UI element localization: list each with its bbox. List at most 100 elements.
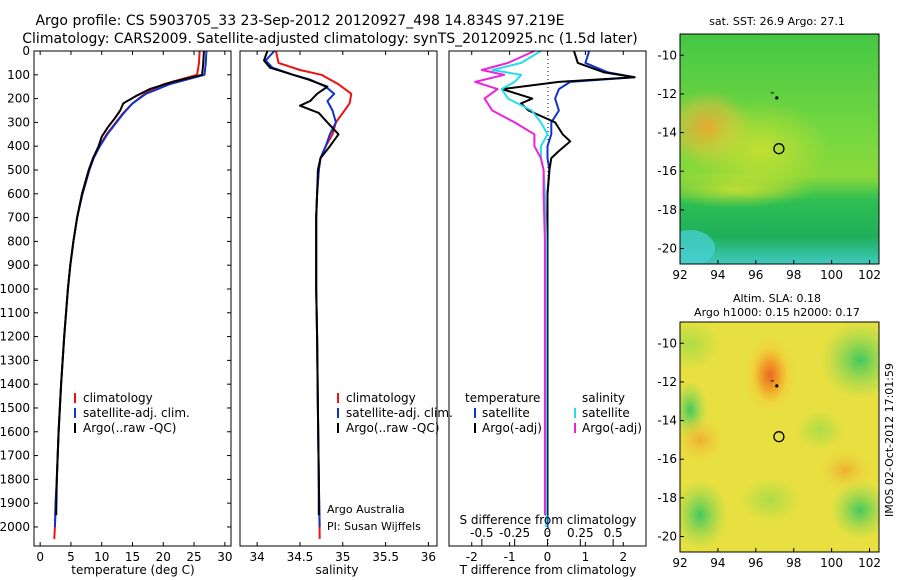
map-x-tick-label: 96 [748,268,763,282]
difference-axes-frame [448,50,647,547]
timestamp-stamp: IMOS 02-Oct-2012 17:01:59 [883,363,896,517]
depth-tick-label: 1500 [0,401,30,415]
legend-label-climatology: climatology [346,391,416,405]
map-x-tick-label: 98 [786,556,801,570]
difference-xlabel: T difference from climatology [459,563,637,577]
x-tick-label: 25 [186,550,201,564]
map-y-tick-label: -12 [657,375,677,389]
map-x-tick-label: 100 [820,268,843,282]
sst-map-frame [679,33,880,265]
figure-title-line1: Argo profile: CS 5903705_33 23-Sep-2012 … [35,13,564,29]
depth-tick-label: 1800 [0,472,30,486]
depth-tick-label: 800 [7,234,30,248]
depth-tick-label: 600 [7,187,30,201]
sst-map-panel: sat. SST: 26.9 Argo: 27.1 92 94 96 98 100 102… [657,15,881,282]
salinity-xlabel: salinity [315,563,358,577]
depth-tick-label: 2000 [0,520,30,534]
sla-green-south [740,478,800,522]
map-y-tick-label: -10 [657,48,677,62]
x-tick-label: 15 [125,550,140,564]
temperature-depth-ticks: 0 100 200 300 400 500 600 700 800 900 1000 1100 1200… [0,44,231,534]
x-tick-label: 20 [156,550,171,564]
x-tick-label: 0 [36,550,44,564]
difference-top-label: S difference from climatology [460,513,637,527]
depth-tick-label: 1400 [0,377,30,391]
previous-position-marker [775,96,779,100]
top-axis-tick-label: -0.25 [499,526,530,540]
map-y-tick-label: -18 [657,491,677,505]
difference-legend: temperature salinity satellite Argo(-adj… [465,391,642,435]
depth-tick-label: 1600 [0,425,30,439]
map-y-tick-label: -16 [657,164,677,178]
sla-map-title-line1: Altim. SLA: 0.18 [733,292,821,305]
x-tick-label: -1 [504,550,516,564]
temperature-xlabel: temperature (deg C) [71,563,194,577]
sst-cool-patch-southwest [680,230,715,264]
temperature-panel: 0100200300400500600700800900100011001200… [0,44,232,577]
sla-hot-eddy [744,335,796,415]
top-axis-tick-label: -0.5 [470,526,493,540]
sla-green-northwest [680,322,720,370]
float-position-marker [773,143,785,155]
depth-tick-label: 1100 [0,306,30,320]
sla-green-east [820,322,879,400]
x-tick-label: 34.5 [287,550,314,564]
top-axis-tick-label: 0.25 [567,526,594,540]
map-x-tick-label: 94 [710,268,725,282]
sla-heatmap-field [680,322,879,552]
depth-tick-label: 500 [7,163,30,177]
legend-label-argo: Argo(..raw -QC) [346,421,439,435]
x-tick-label: 34 [249,550,264,564]
legend-label-temp-satellite: satellite [482,406,530,420]
salinity-panel: 34 34.5 35 35.5 36 salinity climatology sate… [239,50,453,577]
map-x-tick-label: 96 [748,556,763,570]
legend-header-salinity: salinity [582,391,625,405]
x-tick-label: 35 [335,550,350,564]
map-x-tick-label: 98 [786,268,801,282]
difference-series [474,50,636,527]
top-axis-tick-label: 0.5 [604,526,623,540]
salinity-series [263,50,353,539]
sst-map-markers [770,92,785,155]
depth-tick-label: 200 [7,92,30,106]
x-tick-label: 1 [582,550,590,564]
salinity-annotation-line2: PI: Susan Wijffels [327,520,421,533]
depth-tick-label: 100 [7,68,30,82]
salinity-annotation-line1: Argo Australia [327,503,405,516]
x-tick-label: -2 [466,550,478,564]
x-tick-label: 30 [217,550,232,564]
depth-tick-label: 1200 [0,330,30,344]
depth-tick-label: 1300 [0,353,30,367]
series-line-salinity-argo-adj- [474,50,546,516]
salinity-x-ticks: 34 34.5 35 35.5 36 [249,51,436,564]
map-x-tick-label: 92 [672,556,687,570]
temperature-axes-frame [33,50,232,547]
difference-top-ticks: -0.5 -0.25 0 0.25 0.5 [470,526,623,546]
map-x-tick-label: 94 [710,556,725,570]
map-y-tick-label: -18 [657,203,677,217]
map-y-tick-label: -20 [657,530,677,544]
depth-tick-label: 1000 [0,282,30,296]
legend-label-temp-argo: Argo(-adj) [482,421,542,435]
map-y-tick-label: -14 [657,126,677,140]
salinity-axes-frame [239,50,438,547]
sla-map-markers [770,380,785,443]
difference-panel: -2 -1 0 1 2 -0.5 -0.25 0 0.25 0.5 T difference f… [448,50,647,577]
legend-label-argo: Argo(..raw -QC) [83,421,176,435]
map-x-tick-label: 102 [858,268,881,282]
sla-map-frame [679,321,880,553]
sla-map-panel: Altim. SLA: 0.18 Argo h1000: 0.15 h2000:… [657,292,881,570]
legend-header-temperature: temperature [465,391,540,405]
top-axis-tick-label: 0 [544,526,552,540]
sla-green-center [796,410,844,450]
series-line-salinity-satellite [491,50,549,527]
x-tick-label: 2 [619,550,627,564]
map-x-tick-label: 100 [820,556,843,570]
map-y-tick-label: -10 [657,336,677,350]
legend-label-sal-satellite: satellite [582,406,630,420]
sla-green-southwest [680,479,728,551]
depth-tick-label: 300 [7,115,30,129]
x-tick-label: 5 [67,550,75,564]
series-line-satellite-adj-clim- [53,50,208,528]
